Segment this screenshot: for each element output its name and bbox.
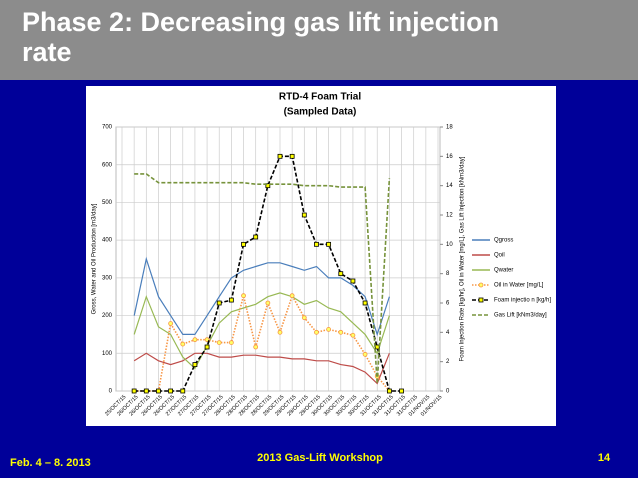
series-line: [134, 155, 402, 392]
point: [216, 340, 222, 346]
y-axis-label: Gross, Water and Oil Production [m3/day]: [92, 203, 98, 314]
point: [192, 362, 198, 368]
point: [277, 153, 283, 159]
point: [326, 326, 332, 332]
header-bar: [0, 0, 638, 80]
legend-marker: [478, 297, 484, 303]
point: [156, 388, 161, 394]
point: [265, 183, 271, 189]
y2-axis-label: Foam Injection Rate [kg/hr], Oil in Wate…: [460, 156, 466, 361]
point: [180, 388, 186, 394]
y2-tick-label: 14: [446, 183, 453, 189]
y-tick-label: 100: [102, 351, 113, 357]
point: [338, 271, 344, 277]
y2-tick-label: 0: [446, 389, 450, 395]
point: [265, 300, 271, 306]
series-line: [134, 293, 391, 392]
point: [216, 300, 222, 306]
y-tick-label: 200: [102, 313, 113, 319]
point: [289, 293, 295, 299]
legend-label: Oil in Water [mg/L]: [494, 283, 544, 289]
y-tick-label: 700: [102, 125, 113, 131]
y-tick-label: 300: [102, 275, 113, 281]
slide-event: 2013 Gas-Lift Workshop: [257, 452, 383, 464]
point: [326, 241, 332, 247]
point: [301, 212, 307, 218]
series-line: [133, 292, 390, 370]
chart-box: [86, 86, 556, 426]
legend-label: Qgross: [494, 238, 513, 244]
point: [362, 300, 368, 306]
point: [253, 234, 259, 240]
point: [228, 297, 234, 303]
point: [386, 388, 392, 394]
point: [168, 388, 174, 394]
y2-tick-label: 10: [446, 242, 453, 248]
point: [204, 344, 210, 350]
legend-label: Foam injectio n [kg/h]: [494, 298, 551, 304]
chart-subtitle: (Sampled Data): [284, 107, 357, 118]
y-tick-label: 400: [102, 238, 113, 244]
slide-page: 14: [598, 452, 611, 464]
point: [289, 153, 295, 159]
legend-label: Qwater: [494, 268, 513, 274]
point: [143, 388, 149, 394]
point: [241, 293, 246, 299]
y2-tick-label: 8: [446, 271, 450, 277]
point: [338, 329, 344, 335]
point: [180, 341, 186, 347]
point: [131, 388, 137, 394]
legend-label: Gas Lift [kNm3/day]: [494, 313, 547, 319]
point: [301, 315, 307, 321]
point: [253, 344, 259, 350]
point: [192, 337, 198, 343]
legend-marker: [478, 282, 484, 288]
point: [350, 278, 356, 284]
slide-title: Phase 2: Decreasing gas lift injection ra…: [22, 7, 499, 67]
point: [277, 329, 283, 335]
y2-tick-label: 12: [446, 213, 453, 219]
point: [399, 388, 404, 394]
series-line: [133, 352, 390, 385]
point: [314, 329, 319, 335]
point: [241, 241, 246, 247]
point: [168, 321, 174, 326]
slide-date: Feb. 4 – 8. 2013: [10, 457, 91, 469]
point: [350, 332, 356, 338]
y2-tick-label: 18: [446, 125, 453, 131]
series-line: [133, 256, 390, 337]
point: [362, 351, 368, 357]
point: [228, 340, 234, 346]
y-tick-label: 500: [102, 200, 113, 206]
y2-tick-label: 16: [446, 154, 453, 160]
point: [374, 344, 380, 350]
chart-title: RTD-4 Foam Trial: [279, 92, 361, 103]
series-line: [134, 173, 391, 384]
y2-tick-label: 2: [446, 359, 450, 365]
y2-tick-label: 6: [446, 301, 450, 307]
point: [314, 241, 319, 247]
y-tick-label: 0: [109, 389, 113, 395]
y2-tick-label: 4: [446, 330, 450, 336]
y-tick-label: 600: [102, 162, 113, 168]
legend-label: Qoil: [494, 253, 505, 259]
